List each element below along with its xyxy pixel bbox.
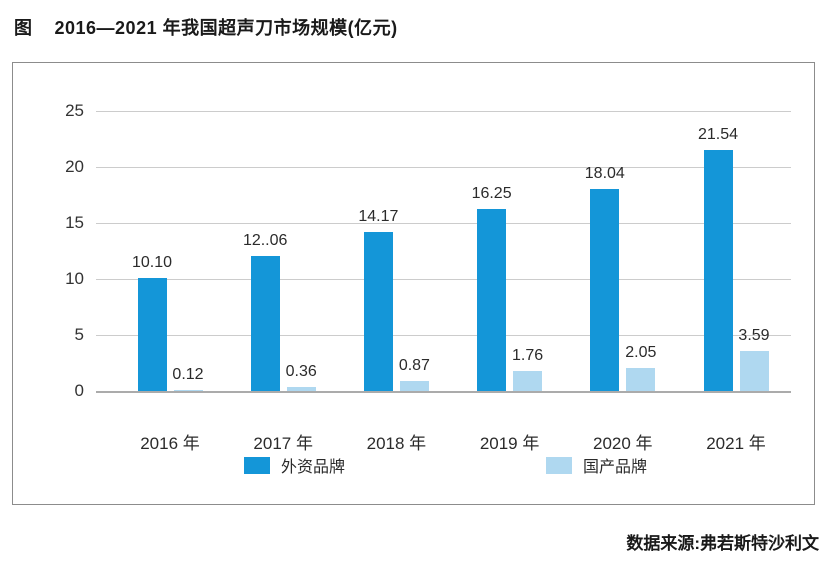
bar-外资品牌-2016年 (137, 277, 167, 391)
value-label-国产品牌-2016年: 0.12 (172, 365, 204, 383)
gridline-y0 (96, 391, 791, 393)
legend-label-domestic: 国产品牌 (583, 459, 648, 476)
value-label-国产品牌-2020年: 2.05 (625, 344, 657, 362)
value-label-国产品牌-2021年: 3.59 (738, 326, 770, 344)
bar-国产品牌-2016年 (173, 389, 203, 391)
figure-title-text: 2016—2021 年我国超声刀市场规模(亿元) (54, 18, 398, 38)
y-axis-tick-5: 5 (74, 325, 84, 344)
y-axis-tick-20: 20 (65, 157, 84, 176)
bar-国产品牌-2019年 (513, 371, 543, 391)
bar-外资品牌-2021年 (703, 149, 733, 391)
value-label-外资品牌-2017年: 12..06 (242, 231, 288, 249)
legend-swatch-domestic (546, 456, 572, 474)
value-label-国产品牌-2019年: 1.76 (512, 347, 544, 365)
x-axis-tick-2016年: 2016 年 (140, 434, 200, 453)
bar-国产品牌-2021年 (739, 350, 769, 391)
x-axis-tick-2017年: 2017 年 (253, 434, 313, 453)
gridline-y25 (96, 111, 791, 112)
x-axis-tick-2020年: 2020 年 (593, 434, 653, 453)
y-axis-tick-25: 25 (65, 101, 84, 120)
data-source: 数据来源:弗若斯特沙利文 (626, 534, 819, 553)
value-label-国产品牌-2017年: 0.36 (285, 362, 317, 380)
gridline-y5 (96, 335, 791, 336)
figure-label: 图 (14, 18, 33, 38)
chart-frame: 0 5 10 15 20 25 10.10 0.12 12..06 0.36 14.17 0.87 16… (12, 62, 815, 505)
value-label-外资品牌-2020年: 18.04 (584, 164, 625, 182)
bar-外资品牌-2018年 (363, 232, 393, 391)
bar-国产品牌-2020年 (626, 368, 656, 391)
value-label-国产品牌-2018年: 0.87 (398, 357, 430, 375)
legend-item-foreign: 外资品牌 (244, 456, 346, 476)
value-label-外资品牌-2021年: 21.54 (697, 125, 739, 143)
bar-外资品牌-2019年 (477, 209, 507, 391)
x-axis-tick-2021年: 2021 年 (706, 434, 766, 453)
plot-area: 0 5 10 15 20 25 10.10 0.12 12..06 0.36 14.17 0.87 16… (65, 101, 791, 400)
y-axis-tick-0: 0 (74, 381, 84, 400)
value-label-外资品牌-2016年: 10.10 (131, 253, 173, 271)
x-axis-tick-2019年: 2019 年 (479, 434, 540, 453)
gridline-y20 (96, 167, 791, 168)
value-label-外资品牌-2019年: 16.25 (471, 185, 512, 202)
bar-国产品牌-2018年 (399, 381, 429, 391)
gridline-y10 (96, 279, 791, 280)
legend-item-domestic: 国产品牌 (546, 456, 648, 476)
legend-swatch-foreign (244, 456, 270, 474)
bar-国产品牌-2017年 (286, 386, 316, 391)
value-label-外资品牌-2018年: 14.17 (358, 208, 399, 226)
bar-外资品牌-2020年 (590, 188, 620, 391)
y-axis-tick-10: 10 (65, 269, 84, 288)
gridline-y15 (96, 223, 791, 224)
bar-外资品牌-2017年 (250, 255, 280, 391)
figure-title: 图 2016—2021 年我国超声刀市场规模(亿元) (14, 14, 398, 40)
legend-label-foreign: 外资品牌 (281, 459, 346, 476)
x-axis-tick-2018年: 2018 年 (366, 434, 427, 453)
y-axis-tick-15: 15 (65, 213, 84, 232)
